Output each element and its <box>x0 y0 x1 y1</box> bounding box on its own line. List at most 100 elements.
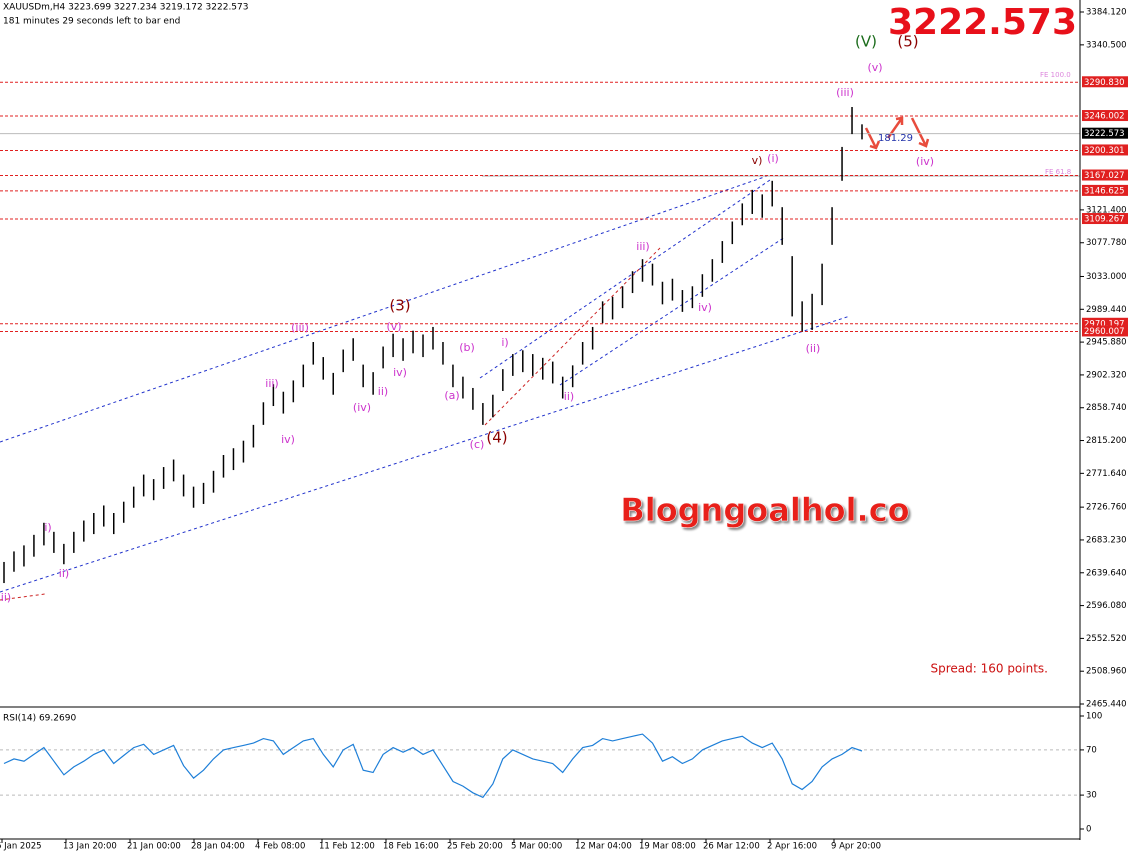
y-tick-label: 3340.500 <box>1086 40 1127 50</box>
level-label-box <box>1082 325 1128 337</box>
level-label: 2960.007 <box>1084 327 1125 337</box>
watermark: Blogngoalhol.co <box>620 491 909 529</box>
wave-label: (iv) <box>353 401 371 414</box>
channel-line <box>559 236 786 386</box>
wave-label: i) <box>44 521 51 534</box>
level-label-box <box>1082 76 1128 88</box>
wave-label: ii) <box>1 591 11 604</box>
current-price-label: 3222.573 <box>1084 129 1125 139</box>
wave-label: (4) <box>486 429 507 447</box>
arrow <box>910 117 930 148</box>
spread: Spread: 160 points. <box>930 662 1048 676</box>
level-label: 3246.002 <box>1084 112 1125 122</box>
wave-label: ii) <box>59 567 69 580</box>
fe-label: FE 61.8 <box>1045 168 1071 176</box>
wave-label: (v) <box>386 320 401 333</box>
level-label: 2970.197 <box>1084 319 1125 329</box>
rsi-tick-label: 100 <box>1086 712 1102 722</box>
x-tick-label: 6 Jan 2025 <box>0 842 42 852</box>
level-label-box <box>1082 144 1128 156</box>
wave-label: ii) <box>564 390 574 403</box>
x-tick-label: 13 Jan 20:00 <box>63 842 117 852</box>
x-tick-label: 11 Feb 12:00 <box>319 842 375 852</box>
x-tick-label: 2 Apr 16:00 <box>767 842 817 852</box>
wave-label: (V) <box>855 33 877 51</box>
level-label-box <box>1082 213 1128 225</box>
fe-label: FE 100.0 <box>1040 71 1071 79</box>
y-tick-label: 2552.520 <box>1086 634 1127 644</box>
arrow <box>886 116 904 139</box>
wave-label: (iii) <box>836 86 854 99</box>
wave-label: (ii) <box>806 342 821 355</box>
arrow <box>864 127 881 150</box>
wave-label: (v) <box>867 61 882 74</box>
level-label-box <box>1082 184 1128 196</box>
wave-label: (c) <box>470 438 485 451</box>
y-tick-label: 2989.440 <box>1086 305 1127 315</box>
wave-label: (3) <box>389 297 410 315</box>
rsi-tick-label: 70 <box>1086 745 1097 755</box>
header-title: XAUUSDm,H4 3223.699 3227.234 3219.172 32… <box>3 3 248 13</box>
wave-label: i) <box>501 336 508 349</box>
y-tick-label: 2771.640 <box>1086 469 1127 479</box>
wave-label: (b) <box>459 341 475 354</box>
level-label: 3109.267 <box>1084 215 1125 225</box>
x-tick-label: 26 Mar 12:00 <box>703 842 760 852</box>
wave-label: (a) <box>444 389 459 402</box>
y-tick-label: 2902.320 <box>1086 370 1127 380</box>
trend-line <box>0 593 46 601</box>
wave-label: (5) <box>897 33 918 51</box>
x-tick-label: 12 Mar 04:00 <box>575 842 632 852</box>
rsi-tick-label: 0 <box>1086 825 1091 835</box>
y-tick-label: 3077.780 <box>1086 238 1127 248</box>
wave-label: iv) <box>281 433 295 446</box>
level-label: 3200.301 <box>1084 146 1125 156</box>
header-subtitle: 181 minutes 29 seconds left to bar end <box>3 17 180 27</box>
x-tick-label: 25 Feb 20:00 <box>447 842 503 852</box>
wave-label: (iii) <box>291 321 309 334</box>
y-tick-label: 2596.080 <box>1086 601 1127 611</box>
y-tick-label: 3121.400 <box>1086 205 1127 215</box>
wave-label: ii) <box>378 385 388 398</box>
y-tick-label: 2726.760 <box>1086 503 1127 513</box>
wave-label: (i) <box>767 152 779 165</box>
rsi-line <box>3 733 863 799</box>
x-tick-label: 28 Jan 04:00 <box>191 842 245 852</box>
wave-label: iv) <box>698 301 712 314</box>
level-label: 3146.625 <box>1084 186 1125 196</box>
y-tick-label: 3033.000 <box>1086 272 1127 282</box>
current-price-box <box>1082 127 1128 139</box>
y-tick-label: 2815.200 <box>1086 436 1127 446</box>
y-tick-label: 2465.440 <box>1086 699 1127 709</box>
rsi-title: RSI(14) 69.2690 <box>3 714 76 724</box>
level-label-box <box>1082 110 1128 122</box>
level-label-box <box>1082 317 1128 329</box>
y-tick-label: 2858.740 <box>1086 403 1127 413</box>
x-tick-label: 19 Mar 08:00 <box>639 842 696 852</box>
big-price: 3222.573 <box>888 2 1077 43</box>
x-tick-label: 21 Jan 00:00 <box>127 842 181 852</box>
level-label: 3167.027 <box>1084 171 1125 181</box>
wave-label: v) <box>752 154 763 167</box>
distance-label: 181.29 <box>878 133 913 144</box>
wave-label: (iv) <box>916 155 934 168</box>
level-label-box <box>1082 169 1128 181</box>
y-tick-label: 2683.230 <box>1086 535 1127 545</box>
wave-label: iv) <box>393 366 407 379</box>
y-tick-label: 2508.960 <box>1086 667 1127 677</box>
x-tick-label: 18 Feb 16:00 <box>383 842 439 852</box>
x-tick-label: 9 Apr 20:00 <box>831 842 881 852</box>
wave-label: iii) <box>265 377 278 390</box>
arrows <box>864 116 930 150</box>
y-tick-label: 3384.120 <box>1086 7 1127 17</box>
channel-line <box>0 315 851 593</box>
wave-label: iii) <box>636 240 649 253</box>
rsi-tick-label: 30 <box>1086 791 1097 801</box>
y-tick-label: 2639.640 <box>1086 568 1127 578</box>
plot-layer: 2465.440 2508.960 2552.520 2596.080 2639.640… <box>0 7 1128 852</box>
y-tick-label: 2945.880 <box>1086 338 1127 348</box>
x-tick-label: 4 Feb 08:00 <box>255 842 305 852</box>
level-label: 3290.830 <box>1084 78 1125 88</box>
channel-line <box>479 179 771 379</box>
